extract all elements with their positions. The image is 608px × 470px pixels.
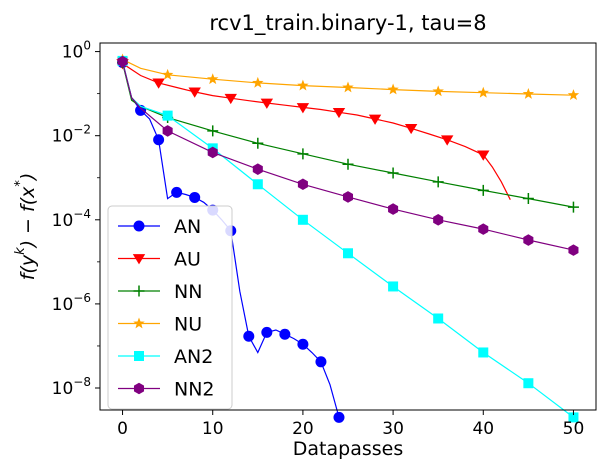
data-point-au [332, 107, 346, 119]
legend: AN AU NN NU AN2 NN2 [107, 205, 233, 410]
legend-label-au: AU [174, 249, 201, 271]
data-point-nu [207, 73, 219, 85]
data-point-an2 [297, 214, 308, 225]
ticks-layer: 0 10 20 30 40 50 100 10−2 10−4 10−6 10−8 [52, 39, 585, 439]
plot-frame [99, 42, 597, 411]
data-point-an [189, 191, 201, 203]
legend-marker-nu [133, 317, 145, 329]
series-au [116, 59, 511, 200]
x-tick-label: 10 [202, 419, 224, 439]
data-point-nn2 [117, 55, 128, 68]
x-tick-label: 40 [472, 419, 494, 439]
y-tick-label: 10−8 [52, 375, 91, 399]
data-point-nu [477, 86, 489, 98]
data-point-an2 [388, 281, 399, 292]
legend-marker-nn [133, 285, 145, 297]
data-point-au [260, 98, 274, 109]
data-point-nn2 [523, 234, 534, 246]
data-point-an [297, 338, 309, 350]
y-tick-label: 10−2 [52, 123, 91, 147]
legend-label-nn2: NN2 [174, 379, 215, 401]
series-nn2 [117, 55, 579, 256]
data-point-nn2 [207, 146, 218, 159]
x-tick-label: 30 [382, 419, 404, 439]
data-point-an [315, 356, 327, 368]
data-point-nn2 [478, 223, 489, 235]
data-point-nn [522, 193, 534, 205]
data-point-nu [342, 81, 354, 93]
data-point-nu [161, 68, 174, 80]
legend-label-an: AN [174, 216, 201, 238]
data-point-au [368, 114, 382, 125]
legend-marker-an [133, 220, 145, 232]
data-point-nu [297, 79, 309, 91]
legend-label-nu: NU [174, 314, 202, 336]
data-point-nu [432, 85, 444, 97]
data-point-an2 [568, 412, 579, 423]
data-point-nn [207, 125, 219, 137]
data-point-an2 [478, 347, 489, 358]
series-line-au [122, 62, 511, 200]
y-tick-label: 100 [62, 39, 91, 63]
data-point-nn [387, 167, 399, 179]
data-point-nu [522, 88, 535, 99]
data-point-nn [297, 148, 309, 160]
data-point-nn [252, 137, 264, 149]
x-tick-label: 50 [563, 419, 585, 439]
data-point-nn2 [433, 213, 444, 226]
data-point-an2 [162, 110, 173, 121]
data-point-an [279, 328, 291, 340]
y-tick-label: 10−4 [52, 207, 91, 231]
x-tick-label: 20 [292, 419, 314, 439]
data-point-au [296, 103, 310, 114]
data-point-nn2 [252, 163, 263, 175]
data-point-nu [252, 76, 264, 88]
data-point-an2 [433, 313, 444, 324]
series-nn [117, 57, 579, 213]
data-point-au [188, 87, 201, 98]
legend-marker-nn2 [133, 382, 145, 395]
legend-label-nn: NN [174, 281, 202, 303]
data-point-au [224, 93, 237, 105]
series-nu [116, 53, 580, 101]
data-point-nn [477, 184, 489, 196]
x-axis-label: Datapasses [293, 438, 403, 460]
data-point-an [261, 326, 273, 338]
data-point-an [153, 134, 165, 146]
data-point-an [333, 411, 345, 423]
data-point-nn2 [568, 244, 579, 256]
data-point-nn2 [388, 203, 399, 215]
data-point-au [441, 135, 454, 146]
data-point-au [477, 150, 490, 161]
data-point-nn2 [297, 178, 308, 191]
legend-label-an2: AN2 [174, 346, 213, 368]
data-point-nn [342, 158, 354, 170]
data-point-an2 [523, 378, 534, 389]
data-point-an [243, 330, 255, 342]
chart-title: rcv1_train.binary-1, tau=8 [209, 11, 486, 36]
data-point-au [152, 78, 165, 89]
data-point-nu [387, 83, 399, 95]
data-point-an2 [252, 179, 263, 190]
y-axis-label: f(yk) − f(x*) [13, 173, 39, 281]
data-point-nn2 [162, 125, 173, 137]
y-tick-label: 10−6 [52, 291, 91, 315]
data-point-nn2 [342, 191, 354, 203]
data-point-au [404, 123, 418, 135]
legend-marker-au [132, 254, 146, 265]
data-point-nn [567, 201, 579, 213]
data-point-nu [567, 89, 580, 101]
data-point-an [171, 186, 183, 198]
data-point-an2 [343, 248, 353, 259]
legend-marker-an2 [134, 351, 144, 361]
x-tick-label: 0 [117, 419, 128, 439]
data-point-nn [432, 176, 444, 188]
